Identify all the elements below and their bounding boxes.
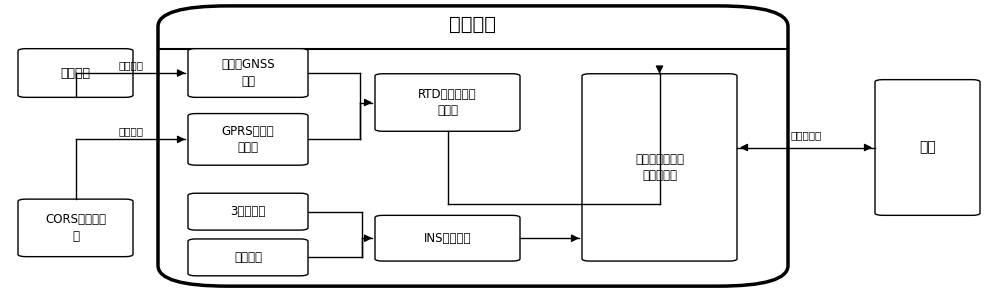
Text: 3轴陀螺仪: 3轴陀螺仪 bbox=[230, 205, 266, 218]
FancyBboxPatch shape bbox=[875, 80, 980, 215]
Text: GPRS数据传
输单元: GPRS数据传 输单元 bbox=[222, 125, 274, 154]
Text: 卫星信号: 卫星信号 bbox=[60, 66, 90, 80]
FancyBboxPatch shape bbox=[188, 114, 308, 165]
FancyBboxPatch shape bbox=[188, 193, 308, 230]
FancyBboxPatch shape bbox=[582, 74, 737, 261]
FancyBboxPatch shape bbox=[18, 199, 133, 257]
FancyBboxPatch shape bbox=[188, 239, 308, 276]
FancyBboxPatch shape bbox=[375, 74, 520, 131]
Text: INS计算单元: INS计算单元 bbox=[424, 232, 471, 245]
Text: RTD差分定位计
算单元: RTD差分定位计 算单元 bbox=[418, 88, 477, 117]
Text: 无线传输: 无线传输 bbox=[119, 127, 144, 137]
Text: 无线传输: 无线传输 bbox=[119, 60, 144, 70]
FancyBboxPatch shape bbox=[18, 49, 133, 97]
Text: 加速度计: 加速度计 bbox=[234, 251, 262, 264]
Text: 串口、无线: 串口、无线 bbox=[790, 130, 822, 140]
FancyBboxPatch shape bbox=[188, 49, 308, 97]
FancyBboxPatch shape bbox=[375, 215, 520, 261]
Text: 系统框图: 系统框图 bbox=[450, 15, 496, 34]
FancyBboxPatch shape bbox=[158, 6, 788, 286]
Text: 高精度GNSS
天线: 高精度GNSS 天线 bbox=[221, 58, 275, 88]
Text: 用户: 用户 bbox=[919, 140, 936, 155]
Text: 组合定位导航融
合计算单元: 组合定位导航融 合计算单元 bbox=[635, 153, 684, 182]
Text: CORS系统服务
器: CORS系统服务 器 bbox=[45, 213, 106, 242]
